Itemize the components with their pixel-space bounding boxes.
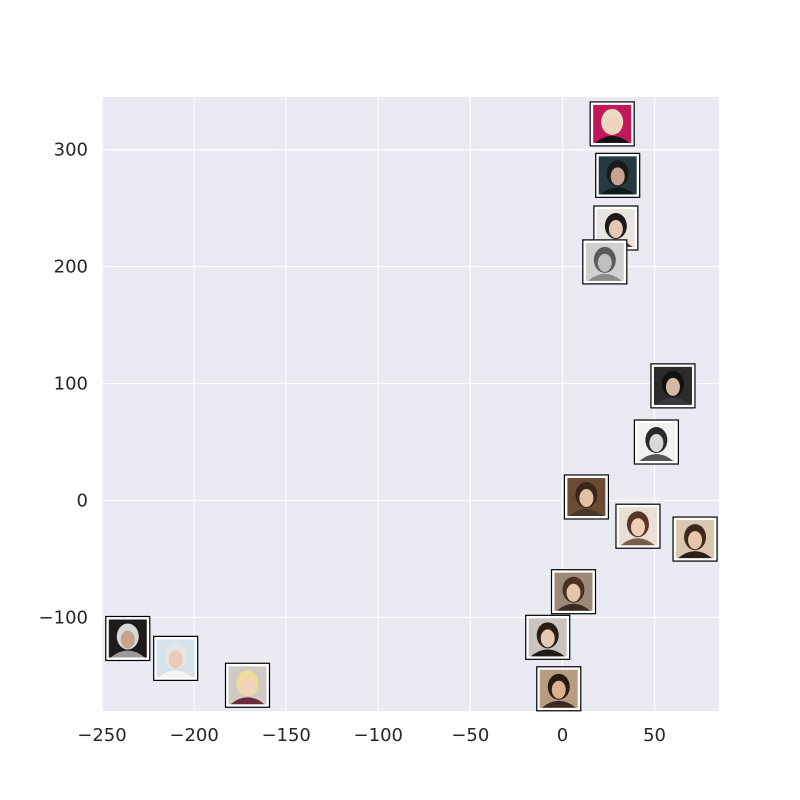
face-shape bbox=[649, 434, 664, 453]
face-shape bbox=[605, 115, 620, 134]
face-shape bbox=[540, 629, 555, 648]
y-tick-label: 0 bbox=[77, 490, 88, 511]
x-tick-label: −150 bbox=[261, 725, 310, 746]
clothing-shape bbox=[587, 273, 622, 281]
y-tick-label: 200 bbox=[54, 257, 88, 278]
image-point bbox=[525, 614, 571, 660]
clothing-shape bbox=[569, 508, 604, 516]
y-tick-label: 300 bbox=[54, 140, 88, 161]
image-point bbox=[224, 662, 271, 708]
face-shape bbox=[630, 518, 645, 537]
clothing-shape bbox=[541, 700, 576, 708]
face-shape bbox=[597, 253, 612, 272]
y-tick-label: −100 bbox=[39, 607, 88, 628]
image-point bbox=[589, 101, 635, 147]
image-point bbox=[582, 239, 628, 285]
face-shape bbox=[610, 167, 625, 186]
y-tick-label: 100 bbox=[54, 374, 88, 395]
image-point bbox=[633, 419, 679, 465]
image-point bbox=[615, 503, 661, 549]
image-points bbox=[105, 101, 718, 712]
face-shape bbox=[120, 630, 135, 649]
clothing-shape bbox=[620, 538, 655, 546]
clothing-shape bbox=[158, 670, 193, 678]
image-point bbox=[672, 516, 718, 562]
clothing-shape bbox=[678, 551, 713, 559]
image-point bbox=[650, 363, 696, 409]
face-shape bbox=[566, 583, 581, 602]
clothing-shape bbox=[230, 697, 265, 705]
face-shape bbox=[240, 677, 255, 696]
image-point bbox=[105, 615, 151, 662]
image-point bbox=[595, 152, 641, 198]
x-tick-label: −200 bbox=[169, 725, 218, 746]
face-shape bbox=[579, 488, 594, 507]
clothing-shape bbox=[655, 397, 690, 405]
face-shape bbox=[551, 680, 566, 699]
plot-background bbox=[102, 97, 719, 711]
image-point bbox=[550, 569, 597, 615]
clothing-shape bbox=[556, 603, 591, 611]
clothing-shape bbox=[530, 649, 565, 657]
image-point bbox=[536, 666, 582, 712]
face-shape bbox=[168, 650, 183, 669]
axis-ticks: −250 −200 −150 −100 −50 0 50 −100 0 100 200 300 bbox=[39, 140, 666, 746]
image-point bbox=[563, 474, 609, 520]
x-tick-label: −250 bbox=[77, 725, 126, 746]
clothing-shape bbox=[639, 454, 674, 462]
x-tick-label: −100 bbox=[354, 725, 403, 746]
clothing-shape bbox=[600, 187, 635, 195]
clothing-shape bbox=[110, 650, 145, 658]
x-tick-label: 0 bbox=[557, 725, 568, 746]
image-point bbox=[153, 635, 199, 681]
x-tick-label: −50 bbox=[451, 725, 489, 746]
face-shape bbox=[608, 219, 623, 238]
clothing-shape bbox=[595, 135, 630, 143]
x-tick-label: 50 bbox=[643, 725, 666, 746]
face-shape bbox=[665, 377, 680, 396]
face-shape bbox=[688, 531, 703, 550]
